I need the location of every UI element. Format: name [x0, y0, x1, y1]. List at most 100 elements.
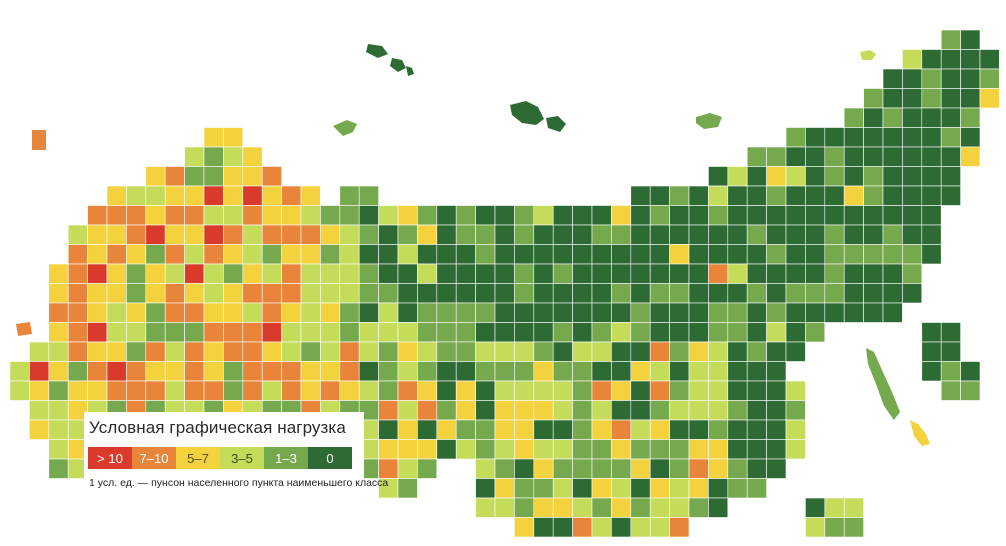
- grid-cell: [339, 322, 360, 343]
- legend-swatch-7-10: 7–10: [132, 447, 176, 469]
- grid-cell: [339, 283, 360, 304]
- grid-cell: [591, 400, 612, 421]
- grid-cell: [242, 263, 263, 284]
- grid-cell: [766, 283, 787, 304]
- grid-cell: [106, 185, 127, 206]
- grid-cell: [320, 244, 341, 265]
- grid-cell: [184, 185, 205, 206]
- grid-cell: [669, 458, 690, 479]
- grid-cell: [552, 439, 573, 460]
- grid-cell: [572, 439, 593, 460]
- grid-cell: [339, 185, 360, 206]
- grid-cell: [591, 458, 612, 479]
- grid-cell: [611, 400, 632, 421]
- grid-cell: [223, 224, 244, 245]
- grid-cell: [145, 361, 166, 382]
- grid-cell: [87, 361, 108, 382]
- grid-cell: [843, 205, 864, 226]
- grid-cell: [281, 205, 302, 226]
- grid-cell: [630, 380, 651, 401]
- grid-cell: [727, 478, 748, 499]
- grid-cell: [184, 341, 205, 362]
- grid-cell: [863, 88, 884, 109]
- grid-cell: [785, 400, 806, 421]
- grid-cell: [630, 224, 651, 245]
- grid-cell: [475, 478, 496, 499]
- grid-cell: [417, 419, 438, 440]
- grid-cell: [940, 127, 961, 148]
- grid-cell: [514, 322, 535, 343]
- grid-cell: [921, 205, 942, 226]
- grid-cell: [106, 341, 127, 362]
- grid-cell: [261, 302, 282, 323]
- grid-cell: [242, 166, 263, 187]
- grid-cell: [727, 302, 748, 323]
- grid-cell: [514, 439, 535, 460]
- island-novosibirsk: [696, 113, 722, 129]
- grid-cell: [940, 88, 961, 109]
- grid-cell: [494, 478, 515, 499]
- grid-cell: [552, 458, 573, 479]
- grid-cell: [708, 166, 729, 187]
- grid-cell: [48, 322, 69, 343]
- grid-cell: [902, 49, 923, 70]
- grid-cell: [48, 361, 69, 382]
- grid-cell: [591, 517, 612, 538]
- grid-cell: [533, 517, 554, 538]
- grid-cell: [455, 380, 476, 401]
- grid-cell: [300, 322, 321, 343]
- grid-cell: [940, 322, 961, 343]
- grid-cell: [29, 380, 50, 401]
- grid-cell: [145, 302, 166, 323]
- grid-cell: [203, 127, 224, 148]
- grid-cell: [184, 244, 205, 265]
- grid-cell: [649, 263, 670, 284]
- grid-cell: [514, 497, 535, 518]
- legend-label-1-3: 1–3: [275, 450, 297, 466]
- grid-cell: [960, 146, 981, 167]
- grid-cell: [708, 283, 729, 304]
- grid-cell: [688, 419, 709, 440]
- grid-cell: [630, 478, 651, 499]
- grid-cell: [591, 302, 612, 323]
- grid-cell: [766, 185, 787, 206]
- grid-cell: [649, 361, 670, 382]
- legend-swatch-gt10: > 10: [88, 447, 132, 469]
- grid-cell: [417, 224, 438, 245]
- grid-cell: [475, 439, 496, 460]
- grid-cell: [688, 224, 709, 245]
- grid-cell: [785, 127, 806, 148]
- grid-cell: [339, 341, 360, 362]
- grid-cell: [863, 302, 884, 323]
- grid-cell: [436, 205, 457, 226]
- grid-cell: [727, 205, 748, 226]
- grid-cell: [475, 244, 496, 265]
- grid-cell: [378, 224, 399, 245]
- grid-cell: [746, 361, 767, 382]
- island-kuril: [910, 420, 930, 446]
- grid-cell: [164, 263, 185, 284]
- grid-cell: [203, 380, 224, 401]
- grid-cell: [746, 341, 767, 362]
- grid-cell: [436, 380, 457, 401]
- grid-cell: [533, 302, 554, 323]
- grid-cell: [688, 244, 709, 265]
- grid-cell: [708, 263, 729, 284]
- grid-cell: [203, 146, 224, 167]
- grid-cell: [533, 224, 554, 245]
- grid-cell: [785, 302, 806, 323]
- grid-cell: [320, 263, 341, 284]
- grid-cell: [87, 302, 108, 323]
- grid-cell: [494, 439, 515, 460]
- grid-cell: [552, 205, 573, 226]
- grid-cell: [494, 322, 515, 343]
- grid-cell: [708, 478, 729, 499]
- grid-cell: [455, 322, 476, 343]
- grid-cell: [397, 224, 418, 245]
- grid-cell: [203, 283, 224, 304]
- grid-cell: [475, 400, 496, 421]
- grid-cell: [824, 166, 845, 187]
- grid-cell: [126, 263, 147, 284]
- grid-cell: [805, 283, 826, 304]
